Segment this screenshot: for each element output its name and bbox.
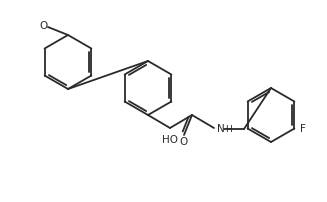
Text: O: O (39, 21, 47, 31)
Text: O: O (180, 137, 188, 147)
Text: H: H (225, 124, 232, 134)
Text: HO: HO (162, 135, 178, 145)
Text: N: N (217, 124, 225, 134)
Text: F: F (301, 123, 306, 134)
